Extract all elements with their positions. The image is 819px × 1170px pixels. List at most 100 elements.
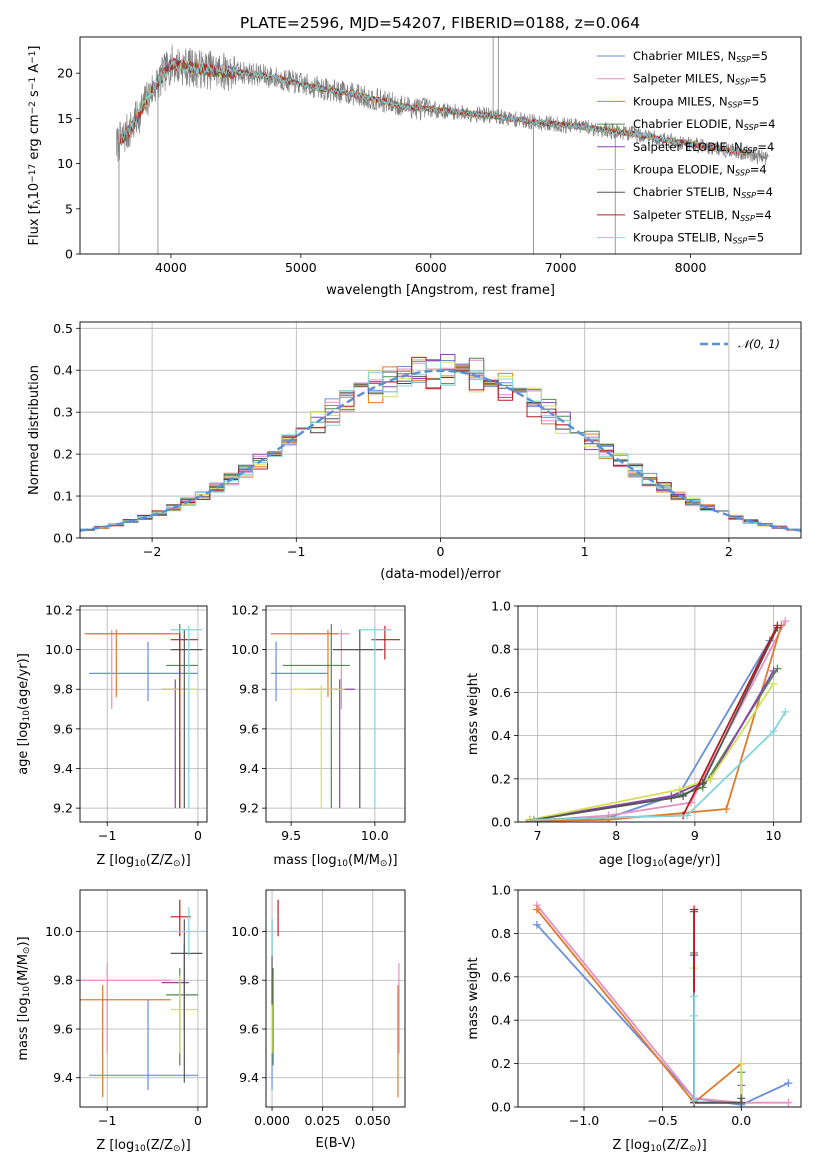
mass_vs_Z-xlabel: Z [log10(Z/Z⊙)] [96, 1138, 190, 1154]
axes-mass_weight_vs_Z: −1.0 −0.5 0.0 0.0 0.2 0.4 0.6 0.8 1.0 Z [log10(Z/… [466, 883, 801, 1154]
spectrum-plot-area [116, 37, 769, 254]
x-tick-label: −2 [143, 544, 161, 559]
x-tick-label: 0 [194, 1113, 202, 1128]
x-tick-label: 0 [194, 828, 202, 843]
legend-entry: Chabrier MILES, NSSP=5 [633, 49, 768, 64]
x-tick-label: 1 [581, 544, 589, 559]
weight-line [529, 683, 775, 821]
y-tick-label: 0.4 [491, 728, 511, 743]
weight-point [737, 1059, 746, 1068]
weight-line [693, 952, 743, 1104]
mass_weight_vs_Z-plot-area [532, 901, 793, 1107]
mass_vs_Z-frame [79, 889, 208, 1108]
y-tick-label: 15 [57, 111, 73, 126]
weight-point [781, 617, 790, 626]
y-tick-label: 10.0 [231, 924, 259, 939]
legend-entry: Kroupa MILES, NSSP=5 [633, 94, 759, 109]
x-tick-label: 10.0 [361, 828, 389, 843]
ticks: −1 0 9.4 9.6 9.8 10.0 [45, 924, 202, 1128]
weight-point [675, 785, 684, 794]
y-tick-label: 0.2 [491, 771, 511, 786]
x-tick-label: 0.000 [254, 1113, 290, 1128]
axes-mass_vs_ebv: 0.000 0.025 0.050 9.4 9.6 9.8 10.0 E(B-V) [231, 890, 405, 1151]
axes-mass_weight_vs_age: 7 8 9 10 0.0 0.2 0.4 0.6 0.8 1.0 age [log10(age/yr… [466, 599, 801, 869]
y-tick-label: 9.6 [53, 1021, 73, 1036]
weight-point [690, 905, 699, 914]
y-tick-label: 9.2 [239, 801, 259, 816]
axes-age_vs_Z: −1 0 9.2 9.4 9.6 9.8 10.0 10.2 Z [log10(Z/Z⊙)] ag… [16, 602, 207, 869]
ticks: 7 8 9 10 0.0 0.2 0.4 0.6 0.8 1.0 [491, 599, 781, 844]
x-tick-label: 0.0 [731, 1113, 751, 1128]
ticks: 9.5 10.0 9.2 9.4 9.6 9.8 10.0 10.2 [231, 602, 389, 843]
y-tick-label: 0.0 [491, 1100, 511, 1115]
x-tick-label: 8000 [675, 260, 707, 275]
mass_vs_ebv-plot-area [271, 899, 400, 1098]
axes-spectrum: 4000 5000 6000 7000 8000 0 5 10 15 20 Chabrier MIL… [27, 37, 775, 298]
weight-line [536, 904, 789, 1104]
weight-point [690, 992, 699, 1001]
y-tick-label: 0.8 [491, 926, 511, 941]
x-tick-label: 0.050 [355, 1113, 391, 1128]
weight-line [529, 620, 787, 822]
spectrum-ylabel: Flux [fλ10−17 erg cm−2 s−1 A−1] [27, 46, 43, 246]
x-tick-label: 0 [437, 544, 445, 559]
x-tick-label: 8 [612, 828, 620, 843]
x-tick-label: 7000 [545, 260, 577, 275]
weight-point [706, 774, 715, 783]
weight-line [533, 627, 779, 821]
age_vs_Z-ylabel: age [log10(age/yr)] [16, 653, 32, 775]
weight-point [690, 1096, 699, 1105]
weight-line [533, 711, 787, 821]
age_vs_mass-plot-area [271, 623, 400, 809]
weight-point [690, 1011, 699, 1020]
residual-frame [79, 321, 802, 539]
y-tick-label: 1.0 [491, 883, 511, 898]
y-tick-label: 10.2 [231, 602, 259, 617]
mass_weight_vs_age-plot-area [525, 617, 790, 822]
y-tick-label: 0 [65, 247, 73, 262]
mass_weight_vs_Z-ylabel: mass weight [466, 957, 481, 1039]
mass_vs_ebv-frame [265, 889, 406, 1108]
model-spectrum [119, 59, 749, 157]
y-tick-label: 10.0 [45, 924, 73, 939]
y-tick-label: 10.0 [45, 642, 73, 657]
legend-entry: Chabrier STELIB, NSSP=4 [633, 185, 773, 200]
weight-point [532, 905, 541, 914]
legend-entry: Kroupa STELIB, NSSP=5 [633, 231, 764, 246]
y-tick-label: 0.1 [53, 489, 73, 504]
weight-line [536, 924, 789, 1106]
age_vs_Z-plot-area [84, 623, 203, 809]
spectrum-frame [79, 36, 802, 255]
x-tick-label: 9.5 [281, 828, 301, 843]
y-tick-label: 9.6 [53, 721, 73, 736]
x-tick-label: 6000 [415, 260, 447, 275]
x-tick-label: 2 [725, 544, 733, 559]
legend-entry: Salpeter MILES, NSSP=5 [633, 72, 767, 87]
y-tick-label: 10.0 [231, 642, 259, 657]
spectrum-xlabel: wavelength [Angstrom, rest frame] [326, 283, 555, 298]
weight-line [529, 670, 775, 821]
weight-point [722, 805, 731, 814]
y-tick-label: 0.0 [491, 815, 511, 830]
figure-title: PLATE=2596, MJD=54207, FIBERID=0188, z=0… [240, 14, 640, 32]
mass_vs_Z-plot-area [80, 899, 203, 1098]
ticks: −1.0 −0.5 0.0 0.0 0.2 0.4 0.6 0.8 1.0 [491, 883, 751, 1129]
y-tick-label: 9.8 [53, 682, 73, 697]
mass_weight_vs_age-ylabel: mass weight [466, 673, 481, 755]
weight-point [784, 1079, 793, 1088]
axes-age_vs_mass: 9.5 10.0 9.2 9.4 9.6 9.8 10.0 10.2 mass [log10(M… [231, 602, 405, 869]
weight-point [683, 811, 692, 820]
weight-line [533, 625, 779, 821]
y-tick-label: 0.3 [53, 405, 73, 420]
y-tick-label: 0.2 [53, 447, 73, 462]
weight-point [532, 920, 541, 929]
y-tick-label: 10 [57, 156, 73, 171]
weight-point [529, 815, 538, 822]
y-tick-label: 9.2 [53, 801, 73, 816]
x-tick-label: −1 [98, 1113, 116, 1128]
y-tick-label: 0.4 [491, 1013, 511, 1028]
x-tick-label: 9 [691, 828, 699, 843]
normal-legend-label: 𝒩(0, 1) [738, 337, 780, 351]
